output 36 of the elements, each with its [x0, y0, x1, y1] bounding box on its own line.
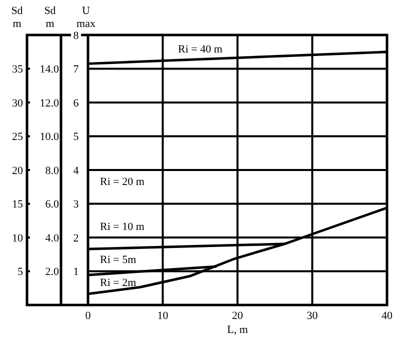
y2-tick-label: 8.0	[45, 164, 60, 177]
y3-tick-label: 25	[12, 131, 24, 144]
y-tick-label: 1	[73, 266, 79, 278]
x-tick-label: 10	[157, 310, 169, 322]
y-tick-label: 2	[73, 232, 79, 244]
y-tick-label: 4	[73, 164, 80, 177]
y3-tick-label: 30	[12, 97, 24, 110]
y2-tick-label: 12.0	[40, 97, 60, 110]
y3-tick-label: 35	[12, 64, 24, 76]
series-label: Ri = 40 m	[178, 44, 223, 56]
y-tick-label: 7	[73, 64, 80, 76]
series-label: Ri = 5m	[100, 254, 137, 266]
y3-tick-label: 5	[18, 266, 24, 278]
y3-tick-label: 20	[12, 164, 24, 177]
y-tick-label: 5	[73, 131, 80, 144]
x-tick-label: 20	[232, 310, 244, 322]
x-tick-label: 0	[85, 310, 92, 322]
y2-tick-label: 4.0	[45, 232, 60, 244]
y3-tick-label: 15	[12, 198, 24, 211]
y2-axis-title: Sd m	[44, 5, 56, 30]
annotation: Ri = 20 m	[100, 176, 145, 188]
y2-tick-label: 10.0	[40, 131, 60, 144]
y3-tick-label: 10	[12, 232, 24, 244]
series-label: Ri = 2m	[100, 276, 137, 289]
y2-tick-label: 14.0	[40, 64, 60, 76]
x-tick-label: 40	[382, 310, 393, 322]
y-tick-label: 6	[73, 97, 80, 110]
x-tick-label: 30	[306, 310, 318, 322]
x-axis-title: L, m	[227, 324, 248, 336]
y2-tick-label: 6.0	[45, 198, 60, 211]
y2-tick-label: 2.0	[45, 266, 60, 278]
y-tick-label: 3	[73, 198, 80, 211]
y-tick-label: 8	[73, 30, 80, 42]
series-label: Ri = 10 m	[100, 220, 145, 233]
y3-axis-title: Sd m	[11, 5, 24, 30]
y-axis-title: U max	[76, 5, 96, 30]
